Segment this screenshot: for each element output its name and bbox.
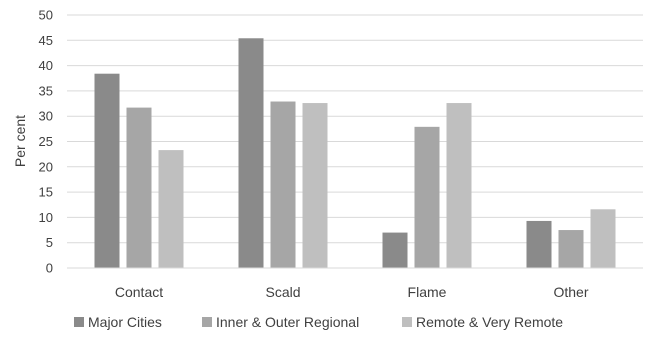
bar-contact-inner-outer-regional: [126, 107, 152, 269]
legend-swatch-major-cities: [74, 317, 84, 327]
bar-other-major-cities: [526, 220, 552, 268]
x-axis-category-labels: Contact Scald Flame Other: [115, 284, 589, 300]
bar-scald-remote-very-remote: [302, 103, 328, 268]
x-tick-label-flame: Flame: [408, 284, 447, 300]
x-tick-label-other: Other: [553, 284, 588, 300]
y-tick-label: 0: [46, 261, 53, 276]
y-tick-label: 35: [39, 83, 53, 98]
legend: Major Cities Inner & Outer Regional Remote…: [74, 314, 563, 330]
legend-label-major-cities: Major Cities: [88, 314, 162, 330]
y-axis-title: Per cent: [12, 115, 28, 167]
y-tick-label: 30: [39, 109, 53, 124]
gridlines: [67, 14, 643, 244]
legend-swatch-inner-outer-regional: [202, 317, 212, 327]
bar-other-inner-outer-regional: [558, 230, 584, 268]
y-tick-label: 10: [39, 210, 53, 225]
bar-flame-major-cities: [382, 232, 408, 268]
bars: [94, 38, 616, 269]
bar-flame-remote-very-remote: [446, 103, 472, 268]
bar-scald-inner-outer-regional: [270, 101, 296, 268]
y-tick-label: 45: [39, 33, 53, 48]
bar-contact-remote-very-remote: [158, 150, 184, 268]
bar-other-remote-very-remote: [590, 209, 616, 268]
x-tick-label-scald: Scald: [265, 284, 300, 300]
y-tick-label: 50: [39, 8, 53, 23]
y-tick-label: 40: [39, 58, 53, 73]
y-tick-label: 15: [39, 185, 53, 200]
legend-label-remote-very-remote: Remote & Very Remote: [416, 314, 563, 330]
bar-contact-major-cities: [94, 73, 120, 268]
x-tick-label-contact: Contact: [115, 284, 163, 300]
y-tick-label: 20: [39, 159, 53, 174]
y-axis-tick-labels: 0 5 10 15 20 25 30 35 40 45 50: [39, 8, 53, 276]
legend-label-inner-outer-regional: Inner & Outer Regional: [216, 314, 359, 330]
bar-flame-inner-outer-regional: [414, 126, 440, 269]
bar-scald-major-cities: [238, 38, 264, 268]
legend-swatch-remote-very-remote: [402, 317, 412, 327]
y-tick-label: 25: [39, 134, 53, 149]
y-tick-label: 5: [46, 235, 53, 250]
